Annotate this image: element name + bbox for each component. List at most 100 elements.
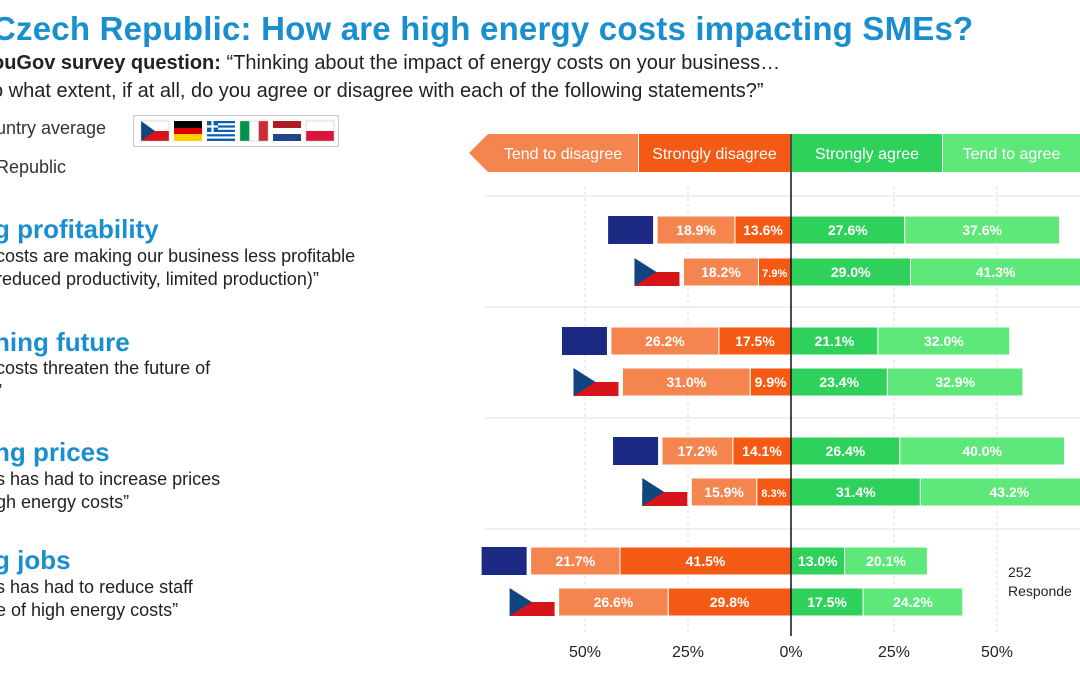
greek-flag-icon (207, 121, 235, 141)
german-flag-icon (174, 121, 202, 141)
question-text-line: gh energy costs” (0, 492, 130, 512)
tend-agree-data-label: 37.6% (962, 222, 1002, 238)
czech-flag-icon (140, 120, 170, 142)
country-average-marker (608, 216, 654, 244)
strongly-agree-data-label: 17.5% (807, 594, 847, 610)
country-average-label: untry average (0, 118, 107, 138)
question-title-future: ning future (0, 327, 130, 357)
tend-disagree-bar (558, 587, 669, 617)
strongly-agree-data-label: 23.4% (819, 374, 859, 390)
tend-disagree-data-label: 18.2% (701, 264, 741, 280)
survey-question-line-2: o what extent, if at all, do you agree o… (0, 80, 764, 102)
question-title-prices: ng prices (0, 437, 110, 467)
tend-agree-data-label: 43.2% (990, 484, 1030, 500)
strongly-disagree-bar (734, 215, 792, 245)
x-tick-label: 50% (569, 644, 601, 661)
tend-disagree-data-label: 17.2% (678, 443, 718, 459)
flag-blue-triangle (634, 258, 657, 286)
strongly-disagree-data-label: 8.3% (761, 488, 786, 500)
page-title: Czech Republic: How are high energy cost… (0, 10, 974, 47)
strongly-disagree-legend-label: Strongly disagree (652, 146, 777, 163)
question-text-line: ” (0, 380, 210, 403)
tend-disagree-bar (661, 436, 734, 466)
strongly-disagree-bar (718, 326, 792, 356)
question-text-line: costs threaten the future of (0, 358, 211, 378)
tend-agree-legend-label: Tend to agree (963, 146, 1061, 163)
survey-question-line-1: ouGov survey question: “Thinking about t… (0, 52, 780, 75)
x-tick-label: 0% (779, 644, 802, 661)
question-text-line: s has had to reduce staff (0, 577, 193, 597)
respondents-label: Responde (1008, 583, 1072, 599)
tend-disagree-data-label: 26.2% (645, 333, 685, 349)
tend-agree-bar (844, 546, 928, 576)
czech-flag-icon (642, 478, 688, 506)
tend-disagree-bar (682, 257, 759, 287)
x-tick-label: 25% (878, 644, 910, 661)
strongly-agree-data-label: 21.1% (815, 333, 855, 349)
country-average-marker (561, 327, 607, 355)
strongly-agree-legend-label: Strongly agree (815, 146, 919, 163)
strongly-disagree-data-label: 17.5% (735, 333, 775, 349)
strongly-disagree-bar (619, 546, 792, 576)
tend-disagree-bar (530, 546, 621, 576)
strongly-agree-data-label: 31.4% (836, 484, 876, 500)
strongly-disagree-data-label: 41.5% (686, 553, 726, 569)
country-average-marker (481, 547, 527, 575)
tend-disagree-data-label: 18.9% (676, 222, 716, 238)
legend-arrow-left-icon (469, 134, 488, 172)
x-tick-label: 50% (981, 644, 1013, 661)
question-text-line: e of high energy costs” (0, 600, 179, 620)
x-tick-label: 25% (672, 644, 704, 661)
question-text-line: s has had to increase prices (0, 469, 221, 489)
polish-flag-icon (305, 120, 335, 142)
dutch-flag-icon (273, 121, 301, 141)
tend-agree-data-label: 41.3% (976, 264, 1016, 280)
tend-agree-bar (877, 326, 1011, 356)
question-text-jobs: s has had to reduce staff e of high energ… (0, 576, 193, 622)
strongly-agree-legend-box (792, 134, 942, 172)
tend-agree-bar (919, 477, 1080, 507)
italian-flag-icon (239, 120, 269, 142)
tend-agree-data-label: 32.0% (924, 333, 964, 349)
country-label: Republic (0, 157, 67, 177)
strongly-disagree-data-label: 14.1% (742, 443, 782, 459)
strongly-disagree-data-label: 9.9% (755, 374, 787, 390)
strongly-disagree-data-label: 13.6% (743, 222, 783, 238)
strongly-disagree-data-label: 29.8% (710, 594, 750, 610)
question-title-profitability: g profitability (0, 214, 159, 244)
strongly-agree-data-label: 26.4% (826, 443, 866, 459)
tend-agree-data-label: 40.0% (962, 443, 1002, 459)
question-text-future: costs threaten the future of” (0, 357, 210, 403)
tend-disagree-bar (690, 477, 758, 507)
tend-disagree-legend-label: Tend to disagree (504, 146, 622, 163)
strongly-disagree-legend-box (639, 134, 790, 172)
tend-disagree-legend-box (488, 134, 638, 172)
tend-disagree-data-label: 15.9% (704, 484, 744, 500)
question-text-line: costs are making our business less profi… (0, 246, 356, 266)
strongly-agree-bar (790, 215, 906, 245)
tend-agree-data-label: 32.9% (935, 374, 975, 390)
flags-legend (140, 120, 335, 142)
survey-question-text-1: “Thinking about the impact of energy cos… (226, 52, 781, 74)
strongly-disagree-bar (732, 436, 792, 466)
tend-disagree-bar (656, 215, 736, 245)
survey-source: ouGov survey question: (0, 52, 221, 74)
tend-agree-data-label: 20.1% (866, 553, 906, 569)
flag-blue-triangle (642, 478, 665, 506)
flags-legend-box (133, 115, 339, 147)
question-text-prices: s has had to increase prices gh energy co… (0, 468, 220, 514)
respondents-note: 252 Responde (1008, 563, 1072, 601)
tend-disagree-data-label: 21.7% (555, 553, 595, 569)
tend-disagree-data-label: 31.0% (667, 374, 707, 390)
czech-flag-icon (573, 368, 619, 396)
strongly-agree-data-label: 27.6% (828, 222, 868, 238)
strongly-agree-data-label: 29.0% (831, 264, 871, 280)
tend-agree-data-label: 24.2% (893, 594, 933, 610)
flag-blue-triangle (573, 368, 596, 396)
tend-disagree-bar (621, 367, 751, 397)
respondents-count: 252 (1008, 564, 1032, 580)
tend-agree-bar (904, 215, 1061, 245)
czech-flag-icon (634, 258, 680, 286)
strongly-disagree-bar (757, 257, 792, 287)
